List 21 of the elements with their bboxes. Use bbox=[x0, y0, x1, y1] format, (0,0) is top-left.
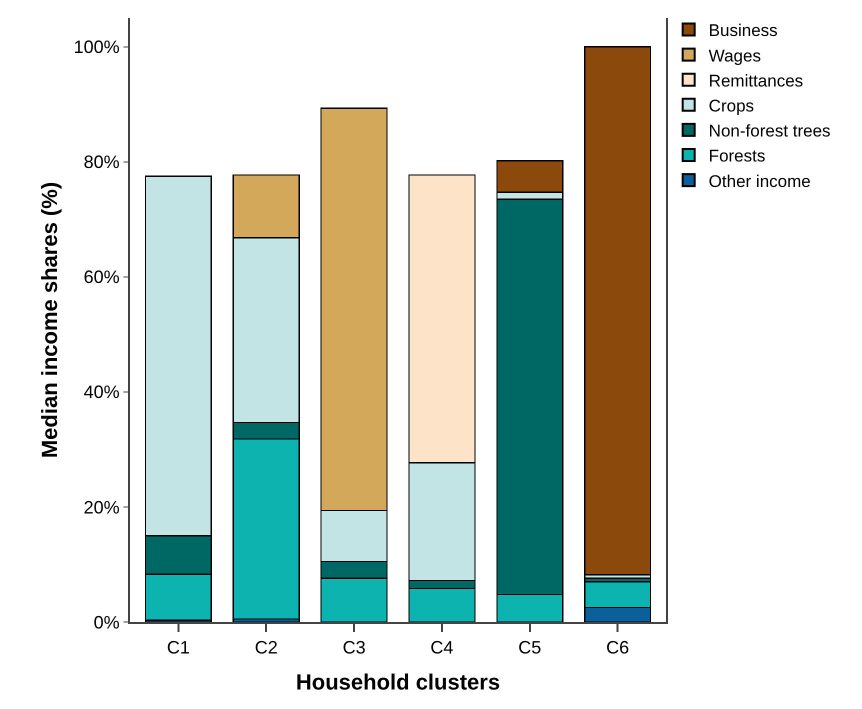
x-tick-label: C3 bbox=[342, 637, 366, 658]
y-tick-label: 20% bbox=[84, 497, 120, 518]
x-tick-label: C6 bbox=[606, 637, 630, 658]
legend-label: Non-forest trees bbox=[708, 122, 831, 141]
y-tick-label: 80% bbox=[84, 152, 120, 172]
y-tick-label: 60% bbox=[84, 267, 120, 288]
y-tick-label: 0% bbox=[94, 612, 120, 632]
x-tick-label: C1 bbox=[166, 637, 190, 658]
legend-label: Remittances bbox=[708, 71, 804, 90]
x-tick-label: C4 bbox=[430, 637, 454, 658]
x-tick-label: C5 bbox=[518, 637, 542, 658]
x-axis-title: Household clusters bbox=[296, 670, 500, 695]
legend-label: Forests bbox=[708, 146, 766, 166]
legend-label: Crops bbox=[708, 96, 754, 116]
x-tick-label: C2 bbox=[254, 637, 278, 658]
legend-label: Wages bbox=[708, 46, 761, 66]
legend-label: Business bbox=[708, 21, 778, 40]
y-axis-title: Median income shares (%) bbox=[36, 182, 62, 458]
legend-label: Other income bbox=[708, 172, 811, 191]
y-tick-label: 40% bbox=[84, 382, 120, 402]
y-tick-label: 100% bbox=[74, 37, 120, 58]
